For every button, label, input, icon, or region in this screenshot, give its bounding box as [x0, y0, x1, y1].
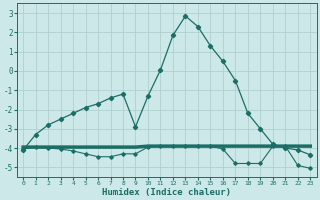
X-axis label: Humidex (Indice chaleur): Humidex (Indice chaleur) — [102, 188, 231, 197]
